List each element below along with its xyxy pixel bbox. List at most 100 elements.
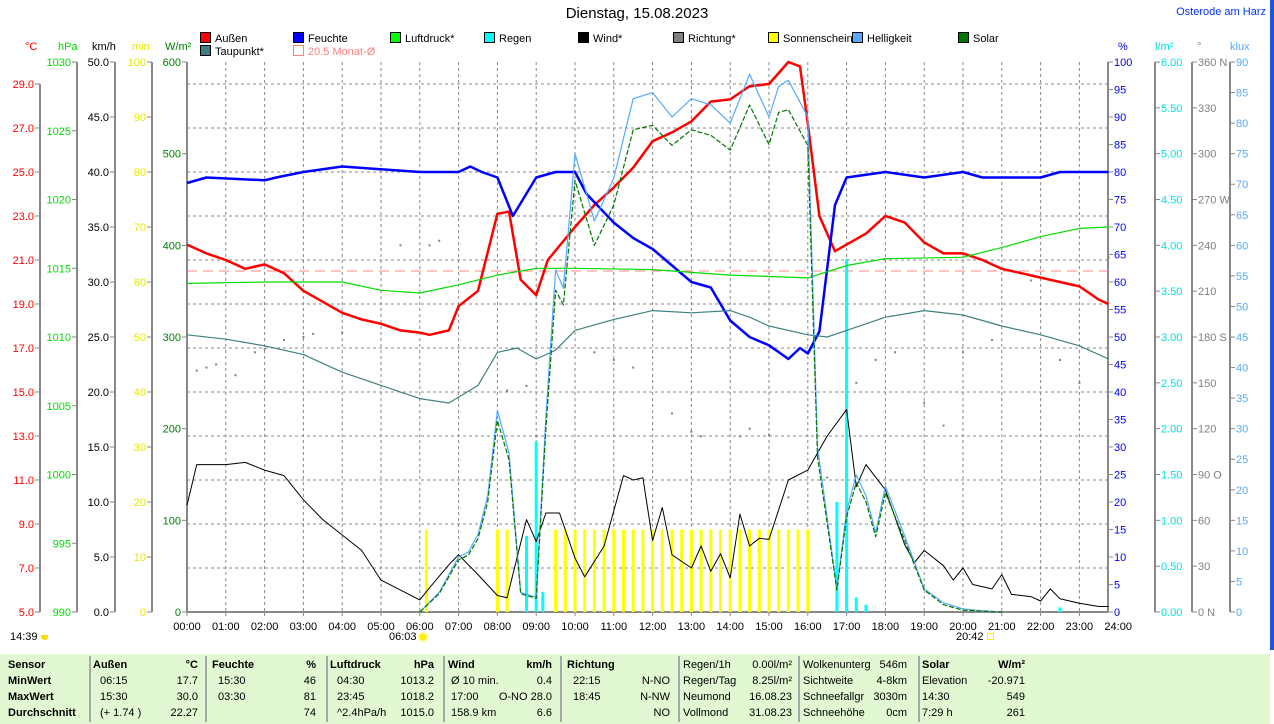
richtung-point — [1059, 358, 1061, 361]
cell-time: 06:15 — [100, 675, 128, 687]
richtung-point — [215, 363, 218, 366]
window-edge-bar — [1270, 0, 1274, 650]
richtung-point — [738, 435, 741, 438]
regen-bar — [525, 535, 528, 612]
cell-value: -20.971 — [987, 675, 1025, 687]
richtung-point — [253, 351, 256, 354]
sonnenschein-bar — [424, 529, 428, 612]
table-divider — [326, 656, 328, 722]
klux-tick-label: 35 — [1236, 393, 1248, 405]
rain-tick-label: 4.50 — [1161, 195, 1182, 207]
x-tick-label: 20:00 — [949, 621, 977, 633]
table-divider — [205, 656, 207, 722]
pct-tick-label: 100 — [1114, 57, 1132, 69]
min-tick-label: 10 — [134, 552, 146, 564]
cell-value: 0.00l/m² — [752, 659, 792, 671]
legend-label: Solar — [973, 33, 999, 45]
richtung-point — [525, 384, 528, 387]
weather-chart: °C 29.0 27.0 25.0 23.0 21.0 19.0 17.0 15.0 13.0 11… — [13, 41, 1250, 633]
min-tick-label: 60 — [134, 277, 146, 289]
sonnenschein-bar — [680, 529, 684, 612]
helligkeit-series-line — [419, 73, 1002, 613]
rain-tick-label: 4.00 — [1161, 240, 1182, 252]
x-tick-label: 23:00 — [1066, 621, 1094, 633]
klux-tick-label: 30 — [1236, 424, 1248, 436]
kmh-axis-unit: km/h — [92, 41, 116, 53]
richtung-point — [690, 430, 693, 433]
rain-tick-label: 6.00 — [1161, 57, 1182, 69]
rain-tick-label: 2.50 — [1161, 378, 1182, 390]
cell-value: 0.4 — [536, 675, 552, 687]
moonrise-time: 14:39 — [10, 631, 38, 643]
pct-axis-unit: % — [1118, 41, 1128, 53]
x-tick-label: 17:00 — [833, 621, 861, 633]
temp-tick-label: 13.0 — [13, 431, 34, 443]
row-label: Sensor — [8, 659, 46, 671]
cell-value: 4-8km — [876, 675, 907, 687]
cell-value: O-NO 28.0 — [498, 691, 552, 703]
sunrise-time: 06:03 — [389, 631, 417, 643]
legend-label: 20.5 Monat-Ø — [308, 46, 376, 58]
wm2-tick-label: 500 — [163, 149, 181, 161]
wm2-tick-label: 600 — [163, 57, 181, 69]
location-link[interactable]: Osterode am Harz — [1176, 6, 1266, 18]
cell-value: 74 — [303, 707, 316, 719]
pct-tick-label: 65 — [1114, 250, 1126, 262]
sonnenschein-bar — [728, 529, 732, 612]
x-tick-label: 13:00 — [678, 621, 706, 633]
pct-tick-label: 25 — [1114, 470, 1126, 482]
block-title: Luftdruck — [330, 659, 381, 671]
cell-value: 549 — [1006, 691, 1025, 703]
x-tick-label: 05:00 — [367, 621, 395, 633]
temp-tick-label: 5.0 — [19, 607, 34, 619]
legend-item: Helligkeit — [852, 32, 912, 45]
sonnenschein-bar — [651, 529, 655, 612]
sonnenschein-bar — [563, 529, 567, 612]
x-tick-label: 11:00 — [600, 621, 627, 633]
kmh-tick-label: 0.0 — [94, 607, 109, 619]
cell-time: (+ 1.74 ) — [100, 707, 142, 719]
deg-tick-label: 120 — [1198, 424, 1216, 436]
rain-tick-label: 0.00 — [1161, 607, 1182, 619]
kmh-tick-label: 35.0 — [88, 222, 109, 234]
klux-tick-label: 55 — [1236, 271, 1248, 283]
sonnenschein-bar — [573, 529, 577, 612]
pct-tick-label: 85 — [1114, 140, 1126, 152]
kmh-tick-label: 5.0 — [94, 552, 109, 564]
hpa-tick-label: 1000 — [47, 470, 71, 482]
pct-tick-label: 55 — [1114, 305, 1126, 317]
taupunkt-series-line — [186, 310, 1109, 404]
statistics-table: Sensor MinWert MaxWert Durchschnitt Außen °C 0… — [0, 654, 1270, 724]
legend-label: Feuchte — [308, 33, 348, 45]
temp-tick-label: 21.0 — [13, 255, 34, 267]
block-unit: % — [306, 659, 316, 671]
richtung-point — [671, 412, 673, 415]
pct-tick-label: 75 — [1114, 195, 1126, 207]
temp-tick-label: 9.0 — [19, 519, 34, 531]
legend-item: Feuchte — [293, 32, 348, 45]
cell-label: 7:29 h — [922, 707, 953, 719]
cell-label: Sichtweite — [803, 675, 854, 687]
temp-tick-label: 11.0 — [13, 475, 34, 487]
legend-item: Richtung* — [673, 32, 736, 45]
richtung-point — [341, 331, 344, 334]
cell-time: ^2.4hPa/h — [337, 707, 387, 719]
sunrise-annotation: 06:03 — [389, 631, 426, 643]
richtung-point — [1107, 256, 1110, 259]
cell-value: 46 — [303, 675, 316, 687]
regen-bar — [534, 441, 538, 612]
x-tick-label: 00:00 — [173, 621, 201, 633]
pct-tick-label: 20 — [1114, 497, 1126, 509]
sonnenschein-bar — [505, 529, 509, 612]
temp-tick-label: 7.0 — [19, 563, 34, 575]
block-title: Außen — [93, 659, 128, 671]
x-tick-label: 18:00 — [872, 621, 900, 633]
sonnenschein-bar — [670, 529, 674, 612]
cell-value: 16.08.23 — [749, 691, 792, 703]
sonnenschein-bar — [796, 529, 800, 612]
deg-tick-label: 240 — [1198, 240, 1216, 252]
sonnenschein-bar — [554, 529, 558, 612]
rain-tick-label: 1.50 — [1161, 470, 1182, 482]
sonnenschein-bar — [777, 529, 781, 612]
pct-tick-label: 90 — [1114, 112, 1126, 124]
